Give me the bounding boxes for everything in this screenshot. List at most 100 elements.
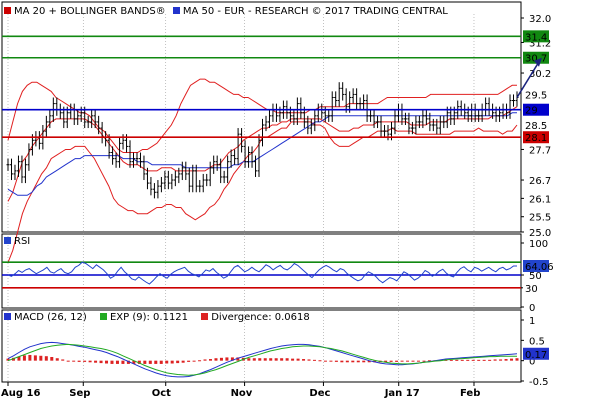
price-ytick-label-1: 31.2 (529, 38, 551, 49)
legend-swatch-ma20 (4, 7, 11, 14)
rsi-ytick-label-1: 50 (529, 271, 542, 282)
signal-line (7, 343, 517, 376)
ma50-line (7, 112, 517, 196)
divergence-bar-8 (50, 357, 54, 361)
pivot-tag: 29 (525, 106, 538, 117)
xtick-label-1: Sep (69, 388, 90, 399)
macd-ytick-label-2: 0 (529, 357, 535, 368)
divergence-bar-35 (198, 360, 202, 362)
value-tag-0: 29.5 (525, 90, 547, 101)
macd-ytick-label-1: 0.5 (529, 336, 545, 347)
divergence-bar-42 (236, 357, 240, 361)
divergence-bar-90 (499, 359, 503, 361)
divergence-bar-39 (219, 357, 223, 361)
legend-label-exp: EXP (9): 0.1121 (109, 312, 189, 323)
divergence-bar-93 (515, 358, 519, 361)
divergence-bar-51 (285, 358, 289, 361)
divergence-bar-28 (159, 360, 163, 364)
divergence-bar-11 (66, 360, 70, 362)
divergence-bar-2 (17, 356, 21, 361)
divergence-bar-4 (28, 354, 32, 361)
divergence-bar-34 (192, 360, 196, 362)
divergence-bar-29 (165, 360, 169, 364)
price-ytick-label-6: 25.5 (529, 213, 551, 224)
divergence-bar-16 (94, 360, 98, 363)
rsi-ytick-label-3: 0 (529, 303, 535, 314)
divergence-bar-23 (132, 360, 136, 364)
support-1-tag: 28.1 (525, 133, 547, 144)
divergence-bar-63 (351, 360, 355, 363)
divergence-bar-57 (318, 360, 322, 362)
divergence-bar-92 (510, 358, 514, 361)
macd-value-tag-bg (523, 347, 549, 360)
rsi-panel: 100503003064.06 (2, 239, 554, 314)
rsi-30-tag-bg (523, 281, 549, 294)
legend-swatch-macd (4, 313, 11, 320)
value-tag-1: 28.5 (525, 121, 547, 132)
panel-border-2 (1, 233, 522, 309)
divergence-bar-49 (274, 358, 278, 361)
legend-swatch-exp (99, 313, 107, 320)
divergence-bar-6 (39, 355, 43, 361)
xtick-label-3: Nov (231, 388, 253, 399)
divergence-bar-1 (11, 357, 15, 361)
legend-swatch-divergence (201, 313, 209, 320)
macd-legend: MACD (26, 12) EXP (9): 0.1121 Divergence… (4, 312, 310, 324)
macd-value-tag: 0.17 (525, 350, 547, 361)
divergence-bar-19 (110, 360, 114, 364)
panel-frames (1, 1, 522, 383)
divergence-bar-54 (302, 359, 306, 361)
divergence-bar-59 (329, 360, 333, 362)
price-ytick-label-0: 32.0 (529, 14, 551, 25)
rsi-value-tag: 64.06 (525, 262, 554, 273)
rsi-value-tag-bg (523, 260, 549, 273)
price-ytick-label-7: 25.0 (529, 228, 551, 239)
divergence-bar-62 (345, 360, 349, 363)
xtick-label-0: Aug 16 (1, 388, 40, 399)
rsi-ytick-label-0: 100 (529, 239, 548, 250)
divergence-bar-48 (269, 358, 273, 361)
divergence-bar-77 (427, 360, 431, 362)
divergence-bar-45 (252, 358, 256, 361)
divergence-bar-17 (99, 360, 103, 364)
divergence-bar-91 (504, 359, 508, 361)
price-panel: 32.0 31.2 30.2 27.7 26.7 26.1 25.5 25.0 31.4 30.7… (2, 14, 551, 382)
divergence-bar-47 (263, 358, 267, 361)
divergence-bar-27 (154, 360, 158, 364)
divergence-bar-56 (312, 359, 316, 361)
divergence-bar-70 (389, 360, 393, 362)
rsi-legend-label: RSI (14, 236, 31, 247)
divergence-bar-60 (334, 360, 338, 362)
divergence-bar-31 (176, 360, 180, 364)
macd-line (7, 341, 518, 378)
rsi-line (7, 261, 517, 285)
price-ytick-label-3: 27.7 (529, 145, 551, 156)
divergence-bar-32 (181, 360, 185, 363)
divergence-bar-81 (449, 359, 453, 361)
resistance-2-tag-bg (523, 30, 549, 43)
divergence-bar-22 (126, 360, 130, 364)
legend-swatch-ma50 (172, 7, 180, 14)
divergence-bar-50 (280, 358, 284, 361)
divergence-bar-75 (416, 360, 420, 362)
divergence-bar-53 (296, 358, 300, 361)
value-tag-1-bg (523, 119, 549, 131)
price-ytick-label-4: 26.7 (529, 176, 551, 187)
divergence-bar-89 (493, 359, 497, 361)
rsi-legend: RSI (4, 236, 30, 248)
divergence-bar-37 (209, 359, 213, 361)
divergence-bar-72 (400, 360, 404, 362)
divergence-bar-66 (367, 360, 371, 363)
divergence-bar-44 (247, 358, 251, 361)
divergence-bar-46 (258, 358, 262, 361)
pivot-tag-bg (523, 103, 549, 116)
x-axis: Aug 16 Sep Oct Nov Dec Jan 17 Feb (1, 382, 480, 399)
divergence-bar-73 (406, 360, 410, 362)
divergence-bar-38 (214, 358, 218, 361)
divergence-bar-61 (340, 360, 344, 363)
divergence-bar-55 (307, 359, 311, 361)
legend-label-macd: MACD (26, 12) (14, 312, 87, 323)
macd-panel: 1 0.5 0 -0.5 0.17 (6, 316, 549, 388)
divergence-bar-58 (323, 360, 327, 362)
divergence-bar-76 (422, 360, 426, 362)
